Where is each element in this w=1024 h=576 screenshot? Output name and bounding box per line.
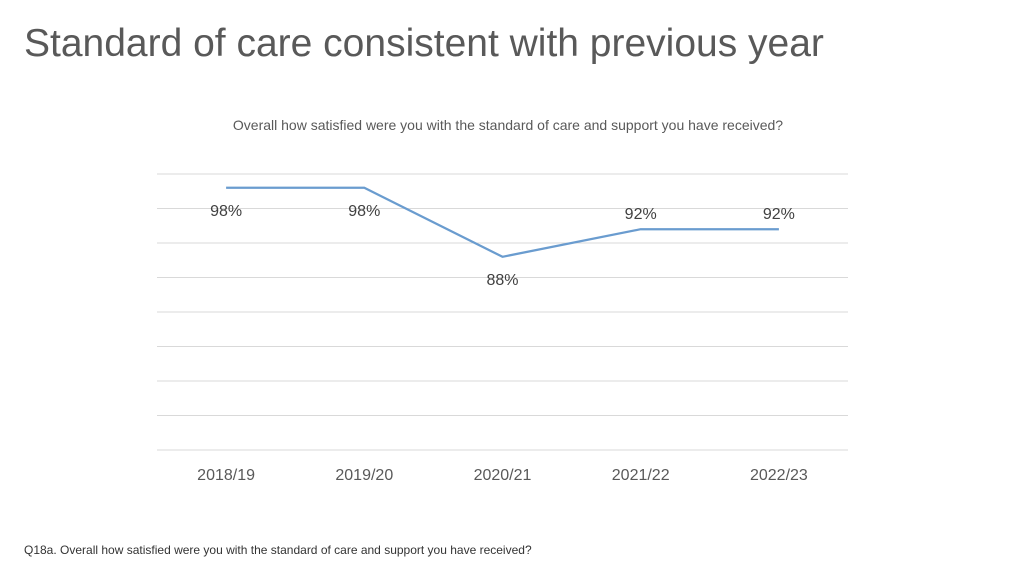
x-tick-label: 2019/20 [335,467,393,484]
data-label: 92% [625,206,657,223]
slide-title: Standard of care consistent with previou… [24,22,824,65]
footnote: Q18a. Overall how satisfied were you wit… [24,543,532,557]
data-labels: 98% 98% 88% 92% 92% [210,203,795,289]
data-label: 88% [486,272,518,289]
chart-title: Overall how satisfied were you with the … [232,117,784,133]
series-layer [226,186,779,258]
x-tick-label: 2022/23 [750,467,808,484]
x-tick-label: 2020/21 [474,467,532,484]
x-tick-label: 2018/19 [197,467,255,484]
x-tick-label: 2021/22 [612,467,670,484]
data-label: 92% [763,206,795,223]
data-label: 98% [210,203,242,220]
series-line [226,186,779,258]
data-label: 98% [348,203,380,220]
gridlines [157,173,848,451]
x-axis-ticks: 2018/19 2019/20 2020/21 2021/22 2022/23 [197,467,808,484]
